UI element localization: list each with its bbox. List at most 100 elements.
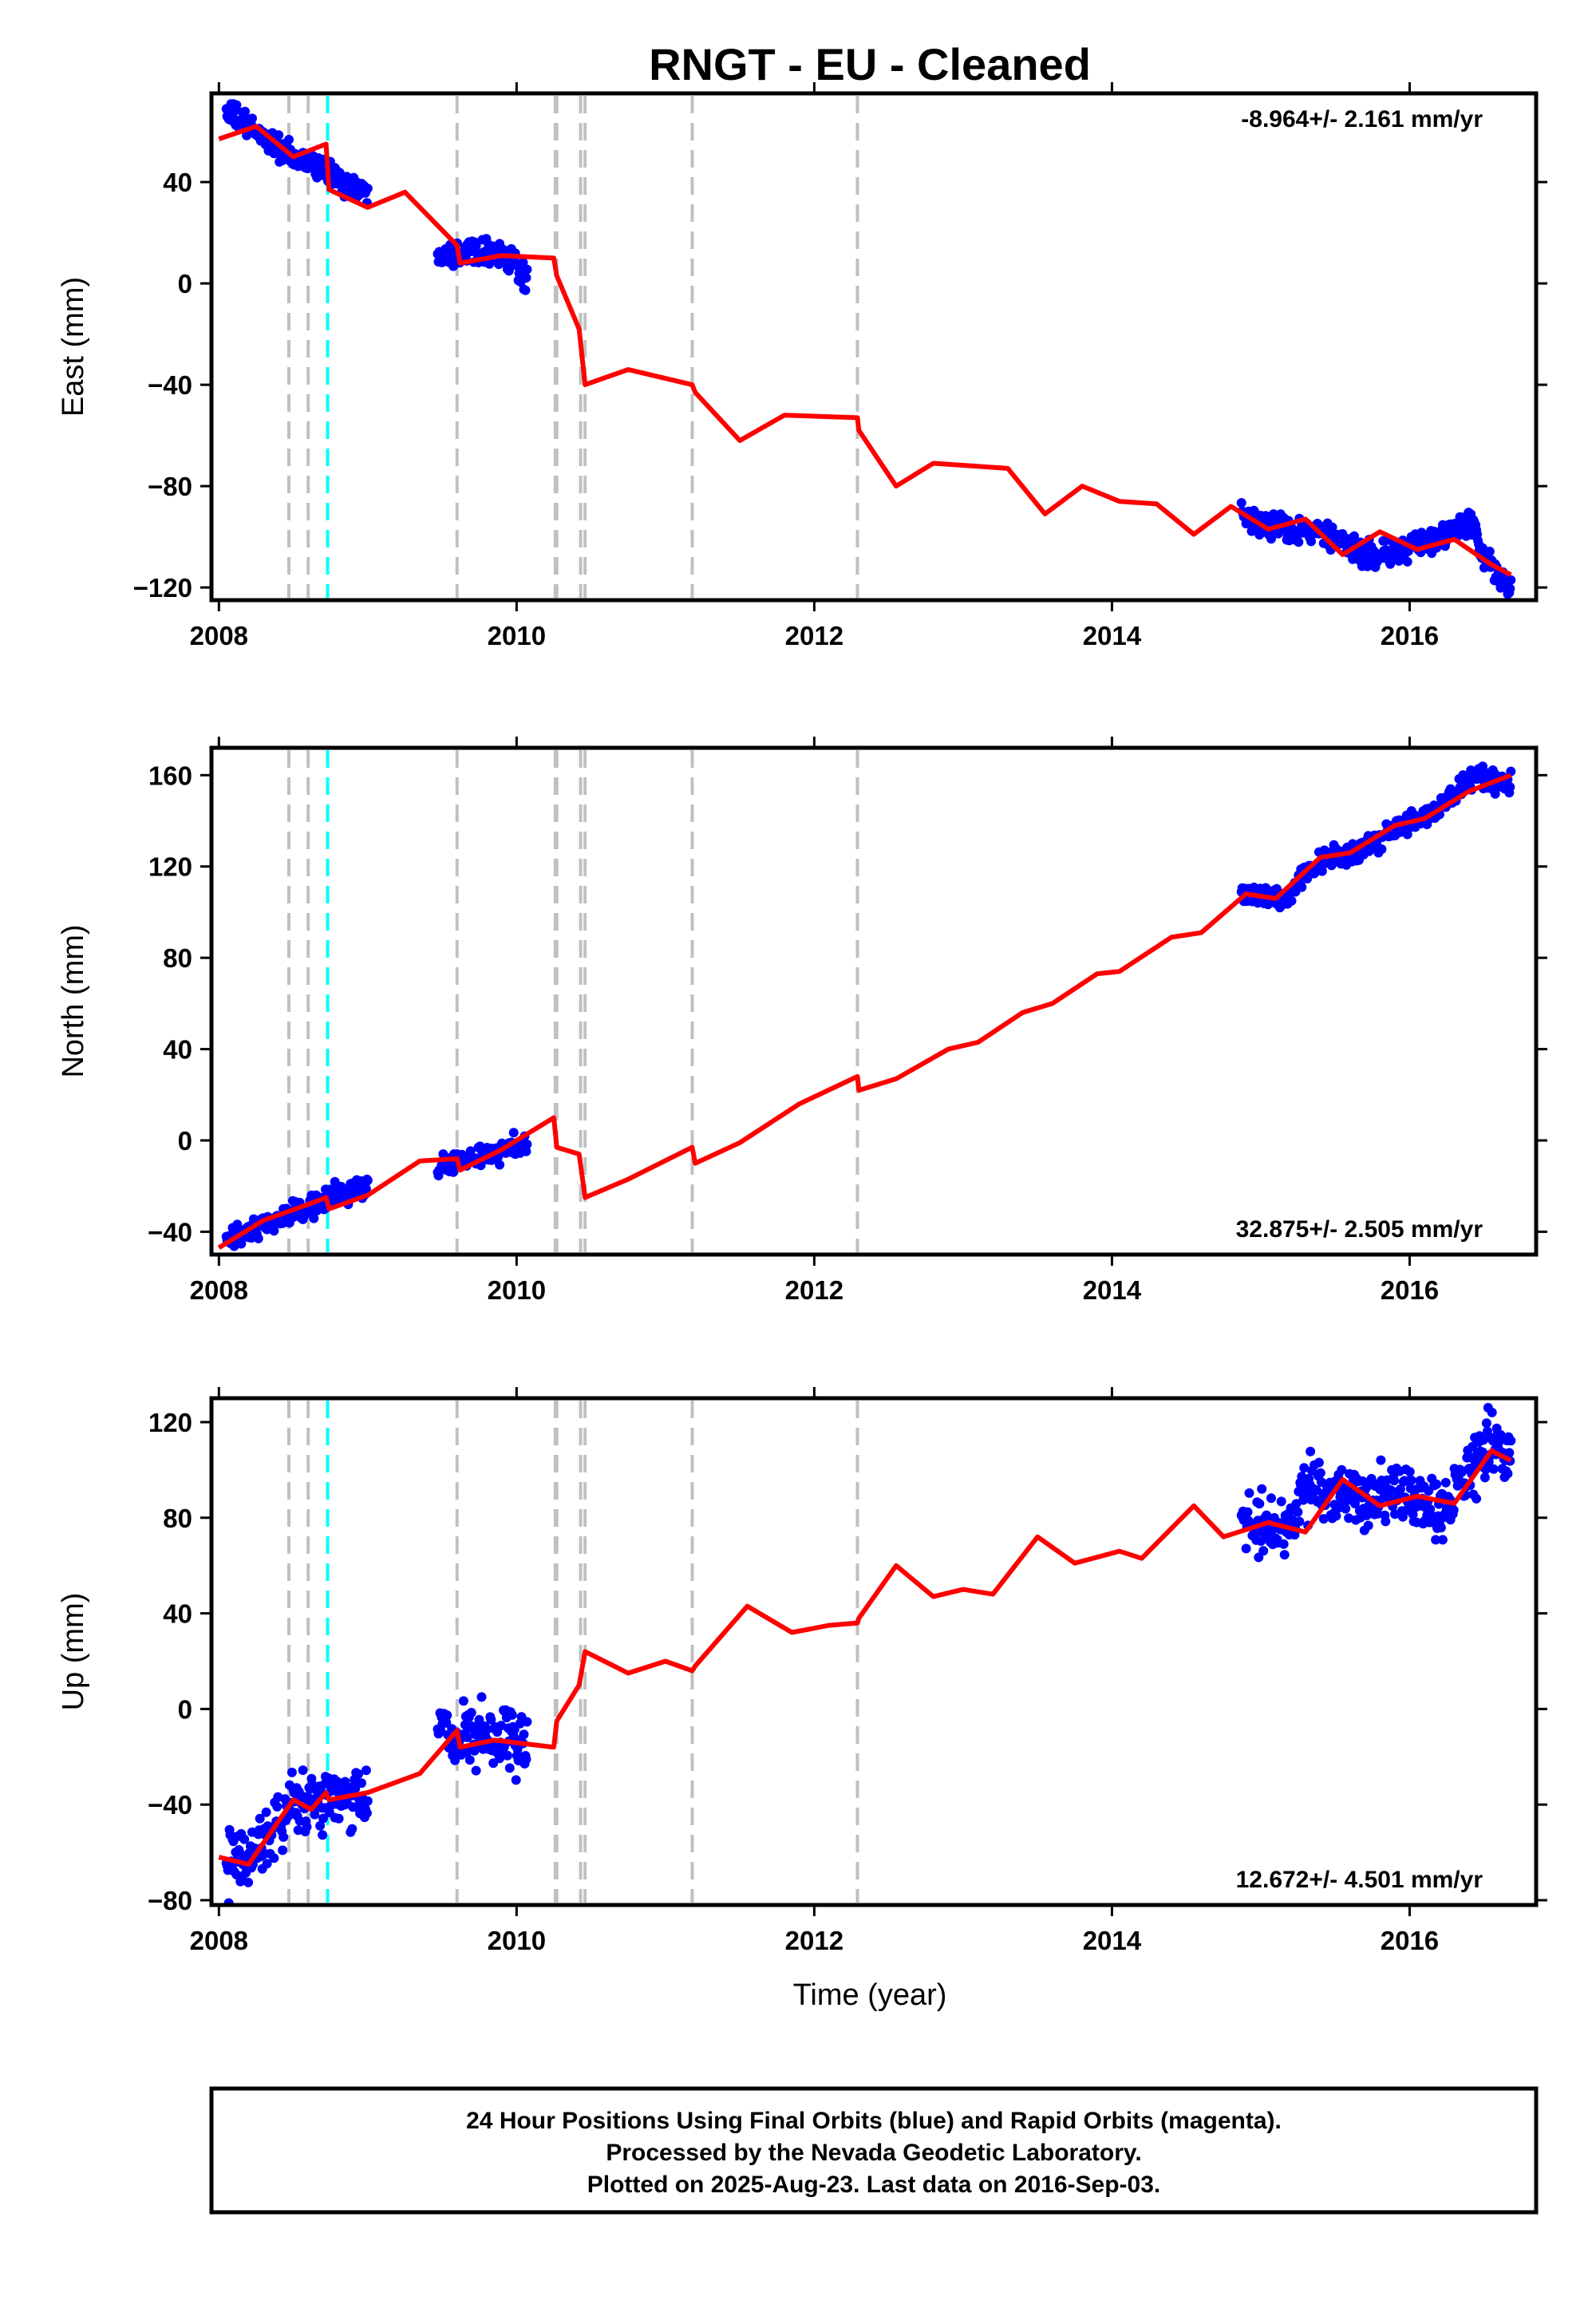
x-tick-label: 2012 bbox=[785, 621, 843, 650]
data-point bbox=[262, 1859, 272, 1869]
data-point bbox=[1488, 1464, 1499, 1474]
data-point bbox=[1389, 1476, 1400, 1486]
data-point bbox=[1381, 1516, 1391, 1527]
data-point bbox=[1236, 498, 1246, 508]
data-points bbox=[221, 1402, 1516, 1905]
data-point bbox=[354, 1769, 364, 1779]
y-axis-label: North (mm) bbox=[57, 924, 90, 1077]
data-point bbox=[261, 1807, 271, 1817]
y-tick-label: 40 bbox=[163, 168, 192, 197]
data-point bbox=[438, 1149, 448, 1160]
data-point bbox=[1505, 583, 1515, 594]
data-point bbox=[357, 1778, 366, 1788]
data-point bbox=[508, 1128, 519, 1138]
data-point bbox=[1349, 531, 1359, 541]
panels: 2008 2010 2012 2014 2016 −120 −80 −40 0 40 East (m… bbox=[57, 82, 1547, 1955]
model-line bbox=[218, 1448, 1512, 1867]
footer-line-1: 24 Hour Positions Using Final Orbits (bl… bbox=[466, 2108, 1282, 2134]
x-tick-label: 2010 bbox=[488, 1926, 546, 1955]
data-point bbox=[362, 184, 373, 194]
data-point bbox=[269, 1226, 279, 1236]
data-point bbox=[1254, 1499, 1265, 1509]
data-point bbox=[1257, 1484, 1267, 1494]
data-point bbox=[269, 1853, 279, 1863]
data-point bbox=[482, 1725, 492, 1734]
data-point bbox=[1506, 1436, 1516, 1446]
data-point bbox=[1376, 1455, 1386, 1465]
data-point bbox=[1448, 1505, 1459, 1516]
data-point bbox=[521, 273, 531, 283]
data-point bbox=[1242, 1507, 1253, 1517]
data-point bbox=[502, 1750, 512, 1761]
x-tick-label: 2010 bbox=[488, 621, 546, 650]
data-point bbox=[520, 285, 531, 295]
x-tick-label: 2016 bbox=[1381, 1926, 1439, 1955]
x-tick-label: 2008 bbox=[190, 1275, 248, 1305]
data-point bbox=[464, 1755, 475, 1765]
data-point bbox=[507, 1709, 517, 1720]
data-point bbox=[1314, 1457, 1324, 1468]
data-points bbox=[221, 99, 1516, 599]
y-tick-label: 40 bbox=[163, 1035, 192, 1065]
data-point bbox=[1294, 537, 1304, 547]
data-point bbox=[362, 1176, 373, 1186]
y-tick-label: 120 bbox=[148, 852, 192, 882]
data-point bbox=[1279, 1550, 1290, 1560]
y-tick-label: 0 bbox=[178, 1126, 192, 1156]
data-point bbox=[511, 1775, 521, 1785]
data-point bbox=[462, 1732, 472, 1742]
data-point bbox=[1440, 1477, 1451, 1488]
x-tick-label: 2014 bbox=[1083, 1275, 1142, 1305]
data-point bbox=[1258, 1546, 1269, 1556]
data-point bbox=[318, 1813, 328, 1824]
y-tick-label: −40 bbox=[148, 1790, 192, 1820]
data-point bbox=[253, 1233, 263, 1243]
data-point bbox=[1472, 1493, 1482, 1504]
y-tick-label: 80 bbox=[163, 943, 192, 973]
x-tick-label: 2016 bbox=[1381, 621, 1439, 650]
panel-east: 2008 2010 2012 2014 2016 −120 −80 −40 0 40 East (m… bbox=[57, 82, 1547, 650]
data-point bbox=[448, 1747, 459, 1757]
data-point bbox=[1481, 1418, 1491, 1429]
rate-label: 32.875+/- 2.505 mm/yr bbox=[1236, 1216, 1483, 1243]
data-point bbox=[1318, 1514, 1329, 1524]
data-point bbox=[1432, 1479, 1442, 1489]
data-points bbox=[221, 761, 1516, 1251]
data-point bbox=[471, 1765, 481, 1776]
data-point bbox=[1293, 1507, 1303, 1517]
data-point bbox=[522, 264, 532, 275]
data-point bbox=[315, 1820, 326, 1831]
data-point bbox=[442, 1710, 452, 1721]
model-line bbox=[218, 124, 1512, 577]
data-point bbox=[1431, 1535, 1441, 1545]
data-point bbox=[1341, 1504, 1351, 1514]
y-tick-label: 0 bbox=[178, 1694, 192, 1724]
data-point bbox=[284, 135, 294, 144]
data-point bbox=[247, 113, 257, 124]
data-point bbox=[486, 1714, 496, 1725]
data-point bbox=[1331, 1511, 1341, 1521]
x-tick-label: 2008 bbox=[190, 621, 248, 650]
data-point bbox=[1408, 1509, 1418, 1520]
data-point bbox=[1386, 1485, 1396, 1496]
y-tick-label: −40 bbox=[148, 1217, 192, 1247]
data-point bbox=[1484, 547, 1495, 556]
x-tick-label: 2014 bbox=[1083, 1926, 1142, 1955]
data-point bbox=[504, 1763, 515, 1773]
data-point bbox=[1241, 1543, 1251, 1554]
rate-label: -8.964+/- 2.161 mm/yr bbox=[1241, 106, 1483, 132]
y-tick-label: −120 bbox=[133, 573, 192, 603]
panel-frame bbox=[209, 1396, 1539, 1907]
chart-title: RNGT - EU - Cleaned bbox=[649, 39, 1091, 89]
data-point bbox=[1278, 1539, 1289, 1549]
x-tick-label: 2010 bbox=[488, 1275, 546, 1305]
data-point bbox=[279, 1832, 289, 1842]
data-point bbox=[521, 1754, 531, 1765]
x-tick-label: 2012 bbox=[785, 1926, 843, 1955]
y-tick-label: 0 bbox=[178, 269, 192, 298]
data-point bbox=[361, 1808, 372, 1818]
data-point bbox=[1406, 1475, 1416, 1485]
data-point bbox=[1506, 575, 1516, 585]
data-point bbox=[476, 1692, 487, 1702]
data-point bbox=[495, 1753, 505, 1764]
